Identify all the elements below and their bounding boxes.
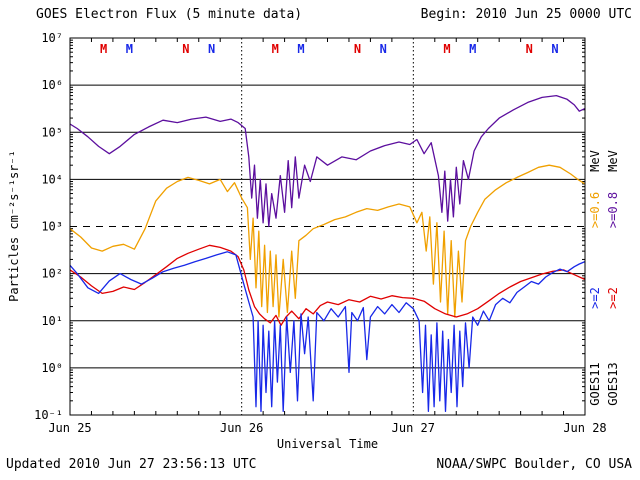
satellite-noon-marker: N bbox=[208, 42, 215, 56]
y-tick-label: 10⁻¹ bbox=[34, 408, 63, 422]
legend-label: MeV bbox=[606, 150, 620, 172]
legend-label: >=0.6 bbox=[588, 192, 602, 228]
legend-label: GOES13 bbox=[606, 362, 620, 405]
y-tick-label: 10⁰ bbox=[41, 361, 63, 375]
begin-timestamp: Begin: 2010 Jun 25 0000 UTC bbox=[420, 7, 632, 22]
satellite-midnight-marker: M bbox=[443, 42, 450, 56]
y-axis-label: Particles cm⁻²s⁻¹sr⁻¹ bbox=[7, 150, 21, 302]
x-tick-label: Jun 27 bbox=[392, 421, 435, 435]
satellite-midnight-marker: M bbox=[297, 42, 304, 56]
chart-title: GOES Electron Flux (5 minute data) bbox=[36, 7, 303, 22]
satellite-midnight-marker: M bbox=[126, 42, 133, 56]
x-tick-label: Jun 26 bbox=[220, 421, 263, 435]
legend-label: >=2 bbox=[588, 287, 602, 309]
series-goes13-ge0p8mev bbox=[69, 94, 586, 228]
x-tick-label: Jun 28 bbox=[563, 421, 606, 435]
x-tick-label: Jun 25 bbox=[48, 421, 91, 435]
series-goes11-ge0p6mev bbox=[69, 164, 586, 318]
noaa-credit: NOAA/SWPC Boulder, CO USA bbox=[436, 457, 632, 472]
satellite-noon-marker: N bbox=[380, 42, 387, 56]
y-tick-label: 10⁵ bbox=[41, 125, 63, 139]
legend-label: GOES11 bbox=[588, 362, 602, 405]
series-goes13-ge2mev bbox=[69, 244, 586, 326]
y-tick-label: 10⁷ bbox=[41, 31, 63, 45]
updated-timestamp: Updated 2010 Jun 27 23:56:13 UTC bbox=[6, 457, 257, 472]
y-tick-label: 10² bbox=[41, 267, 63, 281]
satellite-noon-marker: N bbox=[526, 42, 533, 56]
satellite-midnight-marker: M bbox=[469, 42, 476, 56]
legend-label: MeV bbox=[588, 150, 602, 172]
satellite-noon-marker: N bbox=[354, 42, 361, 56]
legend-label: >=2 bbox=[606, 287, 620, 309]
satellite-midnight-marker: M bbox=[272, 42, 279, 56]
y-tick-label: 10³ bbox=[41, 220, 63, 234]
y-tick-label: 10⁴ bbox=[41, 172, 63, 186]
series-goes11-ge2mev bbox=[69, 251, 586, 412]
satellite-noon-marker: N bbox=[551, 42, 558, 56]
legend-label: >=0.8 bbox=[606, 192, 620, 228]
satellite-noon-marker: N bbox=[182, 42, 189, 56]
x-axis-label: Universal Time bbox=[276, 437, 379, 451]
plot-border bbox=[69, 37, 586, 416]
y-tick-label: 10⁶ bbox=[41, 78, 63, 92]
y-tick-label: 10¹ bbox=[41, 314, 63, 328]
satellite-midnight-marker: M bbox=[100, 42, 107, 56]
